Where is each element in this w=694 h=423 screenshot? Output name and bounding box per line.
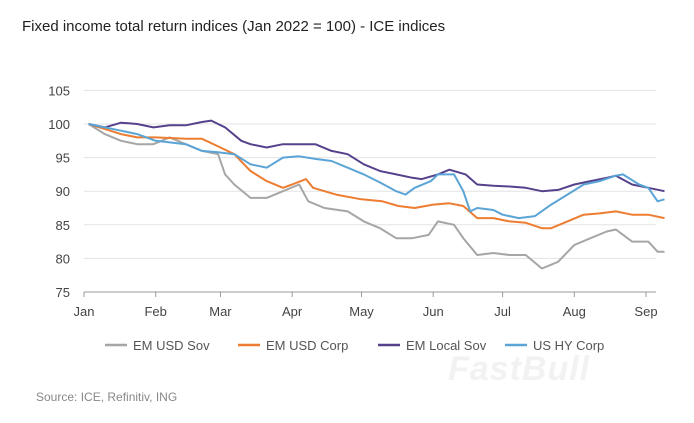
x-tick-label: Jan: [74, 304, 95, 319]
x-tick-label: May: [349, 304, 374, 319]
x-tick-label: Mar: [209, 304, 232, 319]
y-tick-label: 90: [56, 184, 70, 199]
watermark-logo: FastBull: [448, 350, 591, 388]
x-tick-label: Jun: [423, 304, 444, 319]
series-line-em-usd-sov: [88, 123, 665, 270]
y-tick-label: 105: [48, 83, 70, 98]
y-tick-label: 100: [48, 117, 70, 132]
legend-label: US HY Corp: [533, 338, 604, 353]
x-tick-label: Jul: [494, 304, 511, 319]
y-tick-label: 85: [56, 218, 70, 233]
series-line-us-hy-corp: [88, 123, 665, 220]
y-tick-label: 80: [56, 251, 70, 266]
x-tick-label: Sep: [634, 304, 657, 319]
series-line-em-usd-corp: [88, 123, 665, 230]
x-tick-label: Feb: [144, 304, 166, 319]
source-note: Source: ICE, Refinitiv, ING: [36, 390, 178, 404]
legend-label: EM Local Sov: [406, 338, 487, 353]
legend-label: EM USD Corp: [266, 338, 348, 353]
series-line-em-local-sov: [88, 119, 665, 193]
y-tick-label: 95: [56, 151, 70, 166]
x-tick-label: Apr: [282, 304, 303, 319]
y-tick-label: 75: [56, 285, 70, 300]
chart-title: Fixed income total return indices (Jan 2…: [22, 18, 446, 35]
legend-label: EM USD Sov: [133, 338, 210, 353]
x-tick-label: Aug: [563, 304, 586, 319]
